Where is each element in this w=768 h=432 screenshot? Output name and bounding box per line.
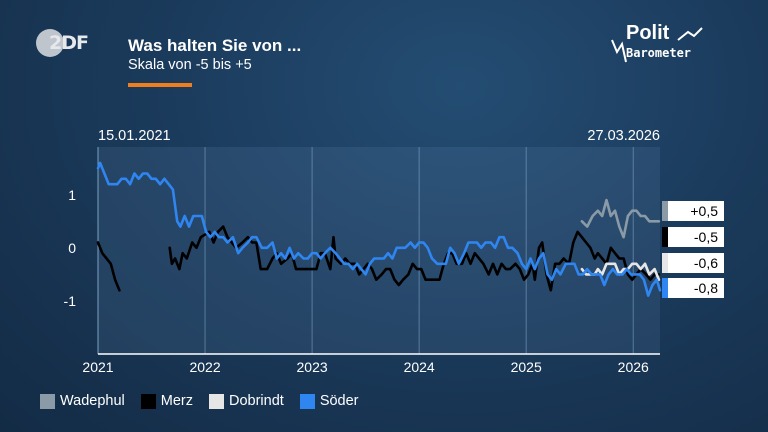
end-label-value: -0,5 <box>694 229 718 245</box>
zdf-logo-text: 2DF <box>49 32 89 54</box>
end-label-value: -0,6 <box>694 255 718 271</box>
legend-item-dobrindt: Dobrindt <box>209 393 284 409</box>
end-label-box <box>668 227 724 247</box>
legend-label: Dobrindt <box>229 393 284 409</box>
end-label-box <box>668 201 724 221</box>
end-label-marker <box>662 227 668 247</box>
end-label-marker <box>662 201 668 221</box>
legend-swatch <box>40 393 55 409</box>
page-title: Was halten Sie von ... <box>128 36 302 55</box>
legend-label: Merz <box>160 393 193 409</box>
series-line-merz <box>96 241 121 292</box>
y-tick-label: 1 <box>68 187 76 203</box>
series-line-wadephul <box>580 198 661 239</box>
legend-swatch <box>140 393 156 409</box>
zdf-logo-circle <box>36 29 64 57</box>
y-tick-label: -1 <box>64 293 77 309</box>
legend-label: Söder <box>319 393 359 409</box>
x-tick-label: 2023 <box>297 359 328 375</box>
x-tick-label: 2021 <box>82 359 113 375</box>
end-label-marker <box>662 253 668 273</box>
end-label-marker <box>662 278 668 298</box>
page-subtitle: Skala von -5 bis +5 <box>128 57 252 73</box>
legend: Wadephul Merz Dobrindt Söder <box>40 393 375 409</box>
x-tick-label: 2022 <box>189 359 220 375</box>
end-label-box <box>668 253 724 273</box>
x-tick-label: 2025 <box>511 359 542 375</box>
accent-underline <box>128 83 192 87</box>
legend-item-merz: Merz <box>140 393 193 409</box>
brand-barometer: Barometer <box>626 46 692 60</box>
date-end-label: 27.03.2026 <box>587 128 660 144</box>
legend-item-wadephul: Wadephul <box>40 393 125 409</box>
series-line-merz <box>168 225 661 292</box>
end-label-value: -0,8 <box>694 280 718 296</box>
politbarometer-logo: Polit Barometer <box>608 22 718 72</box>
series-line-soeder <box>96 161 662 297</box>
x-tick-label: 2024 <box>404 359 435 375</box>
politbarometer-icon <box>611 27 703 63</box>
plot-background <box>98 147 660 354</box>
date-start-label: 15.01.2021 <box>98 128 171 144</box>
brand-polit: Polit <box>626 22 670 44</box>
legend-swatch <box>299 393 315 409</box>
legend-swatch <box>209 393 224 409</box>
y-tick-label: 0 <box>68 240 76 256</box>
x-tick-label: 2026 <box>618 359 649 375</box>
zdf-logo: 2DF <box>36 29 89 59</box>
end-label-value: +0,5 <box>690 203 718 219</box>
legend-item-soeder: Söder <box>299 393 359 409</box>
legend-label: Wadephul <box>60 393 125 409</box>
end-label-box <box>668 278 724 298</box>
